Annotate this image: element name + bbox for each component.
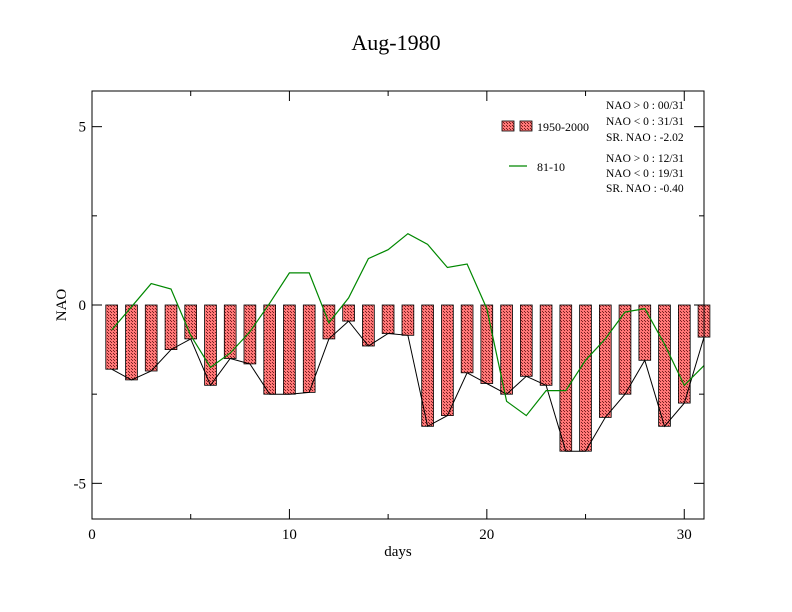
x-tick-label: 20 [479,527,494,543]
bar [658,304,671,427]
stat-line: NAO > 0 : 12/31 [606,153,684,165]
stat-line: SR. NAO : -0.40 [606,183,684,195]
bar-series [105,304,711,452]
x-tick-label: 10 [282,527,297,543]
x-axis-label: days [384,544,412,560]
bar-tip-line [111,320,705,452]
bar [599,304,612,418]
bar [223,304,237,359]
bar [539,304,553,386]
bar [144,304,158,372]
stat-line: NAO < 0 : 31/31 [606,116,684,128]
y-tick-label: 0 [79,298,87,314]
x-tick-label: 30 [677,527,692,543]
y-tick-label: -5 [74,476,87,492]
bar [441,304,454,416]
bar [204,304,217,386]
bar [342,304,355,322]
legend-label-1950-2000: 1950-2000 [537,120,589,134]
bar [559,304,573,452]
legend-swatch-bar [501,120,515,132]
bar [480,304,494,384]
x-tick-label: 0 [88,527,96,543]
bar [520,304,533,377]
legend-swatch-bar [519,120,533,132]
stat-line: NAO < 0 : 19/31 [606,168,684,180]
bar [381,304,395,334]
stats-81-10: NAO > 0 : 12/31 NAO < 0 : 19/31 SR. NAO … [606,153,684,195]
stat-line: NAO > 0 : 00/31 [606,100,684,112]
bar [125,304,138,381]
stats-1950-2000: NAO > 0 : 00/31 NAO < 0 : 31/31 SR. NAO … [606,100,684,144]
bar [243,304,257,365]
bar [401,304,415,336]
bar [638,304,652,361]
bar [283,304,296,395]
legend-label-81-10: 81-10 [537,160,565,174]
legend: 1950-2000 81-10 [501,120,589,174]
bar [460,304,474,374]
bar [263,304,276,395]
bar [302,304,316,393]
bar [362,304,375,347]
bar [579,304,592,452]
bar [105,304,119,370]
bar [164,304,178,350]
chart-title: Aug-1980 [351,30,440,55]
axis-ticks [91,91,704,519]
y-tick-label: 5 [79,120,87,136]
y-axis-label: NAO [54,289,70,322]
stat-line: SR. NAO : -2.02 [606,132,684,144]
series-line-81-10 [111,232,705,417]
